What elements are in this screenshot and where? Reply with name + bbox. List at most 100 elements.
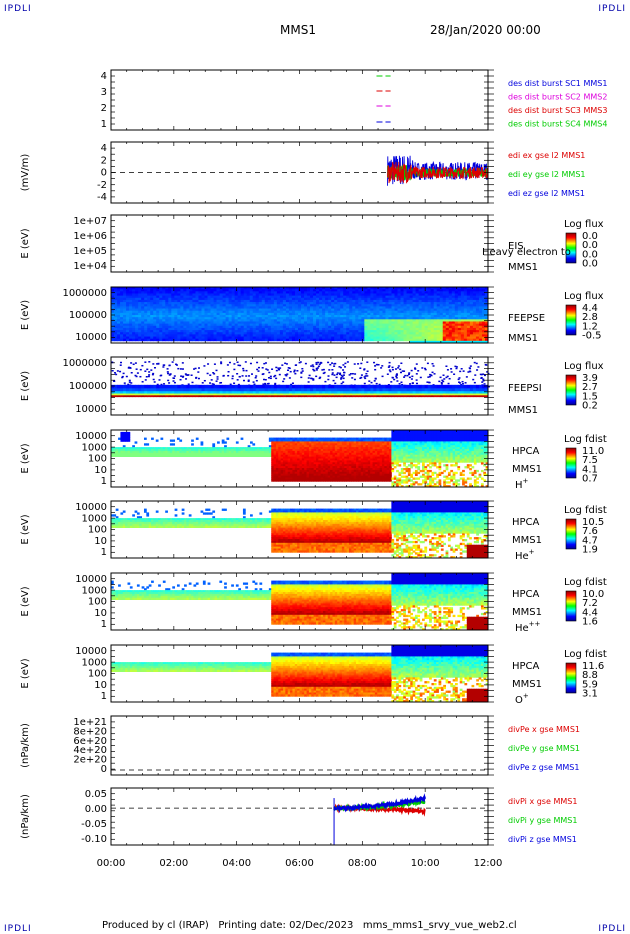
spectrogram-cell (307, 395, 311, 398)
spectrogram-cell (431, 371, 434, 374)
spectrogram-cell (321, 369, 324, 371)
spectrogram-cell (403, 334, 407, 337)
spectrogram-cell (391, 338, 395, 342)
spectrogram-cell (442, 391, 447, 394)
spectrogram-cell (460, 319, 465, 322)
spectrogram-cell (249, 338, 254, 342)
spectrogram-cell (216, 334, 220, 337)
spectrogram-cell (195, 388, 199, 392)
colorbar-tick-label: 0.2 (582, 401, 598, 412)
spectrogram-cell (332, 379, 335, 382)
spectrogram-cell (481, 306, 486, 309)
spectrogram-cell (113, 450, 117, 454)
spectrogram-cell (469, 295, 474, 299)
spectrogram-cell (127, 367, 130, 369)
spectrogram-cell (307, 317, 311, 320)
spectrogram-cell (247, 379, 250, 382)
spectrogram-cell (120, 302, 124, 305)
spectrogram-cell (135, 308, 139, 312)
spectrogram-cell (189, 388, 193, 392)
spectrogram-cell (134, 450, 138, 454)
spectrogram-cell (267, 295, 272, 299)
spectrogram-cell (174, 299, 178, 303)
spectrogram-cell (466, 325, 471, 329)
spectrogram-cell (427, 327, 432, 331)
spectrogram-cell (368, 380, 371, 382)
spectrogram-cell (466, 330, 471, 333)
spectrogram-cell (460, 306, 465, 309)
spectrogram-cell (261, 391, 266, 394)
spectrogram-cell (240, 330, 245, 333)
spectrogram-cell (138, 391, 142, 394)
spectrogram-cell (412, 315, 417, 318)
spectrogram-cell (454, 336, 459, 340)
spectrogram-cell (328, 295, 332, 299)
spectrogram-cell (442, 287, 447, 290)
spectrogram-cell (388, 388, 392, 392)
spectrogram-cell (307, 319, 311, 322)
spectrogram-cell (115, 450, 119, 454)
spectrogram-cell (322, 310, 326, 314)
spectrogram-cell (397, 332, 401, 335)
spectrogram-cell (313, 299, 317, 303)
spectrogram-cell (231, 375, 234, 377)
spectrogram-cell (195, 452, 199, 456)
spectrogram-cell (279, 302, 284, 305)
spectrogram-cell (261, 334, 266, 337)
spectrogram-cell (153, 291, 157, 294)
spectrogram-cell (469, 391, 474, 394)
spectrogram-cell (147, 317, 151, 320)
spectrogram-cell (442, 308, 447, 312)
spectrogram-cell (270, 393, 275, 396)
spectrogram-cell (442, 312, 447, 316)
spectrogram-cell (262, 383, 265, 385)
spectrogram-cell (430, 325, 435, 329)
spectrogram-cell (421, 340, 426, 344)
spectrogram-cell (370, 384, 374, 389)
spectrogram-cell (367, 319, 371, 322)
spectrogram-cell (132, 395, 136, 398)
spectrogram-cell (189, 323, 193, 327)
spectrogram-cell (162, 310, 166, 314)
spectrogram-cell (399, 368, 402, 371)
spectrogram-cell (176, 452, 180, 456)
spectrogram-cell (201, 297, 205, 301)
spectrogram-cell (228, 336, 233, 340)
spectrogram-cell (451, 299, 456, 303)
spectrogram-cell (111, 317, 115, 320)
spectrogram-cell (349, 321, 353, 325)
spectrogram-cell (190, 374, 193, 376)
spectrogram-cell (288, 293, 293, 297)
spectrogram-cell (207, 317, 211, 320)
spectrogram-cell (391, 315, 395, 318)
spectrogram-cell (288, 299, 293, 303)
spectrogram-cell (291, 306, 296, 309)
spectrogram-cell (114, 327, 118, 331)
spectrogram-cell (285, 297, 290, 301)
spectrogram-cell (162, 289, 166, 292)
spectrogram-cell (120, 306, 124, 309)
spectrogram-cell (273, 315, 278, 318)
spectrogram-cell (322, 315, 326, 318)
spectrogram-cell (430, 287, 435, 290)
spectrogram-cell (301, 299, 305, 303)
spectrogram-cell (291, 310, 296, 314)
spectrogram-cell (382, 395, 386, 398)
spectrogram-cell (294, 334, 299, 337)
spectrogram-cell (122, 433, 126, 437)
spectrogram-cell (220, 362, 223, 365)
spectrogram-cell (153, 388, 157, 392)
spectrogram-cell (174, 384, 178, 389)
spectrogram-cell (481, 334, 486, 337)
spectrogram-cell (252, 312, 257, 316)
spectrogram-cell (169, 450, 173, 454)
spectrogram-cell (297, 312, 302, 316)
spectrogram-cell (307, 293, 311, 297)
spectrogram-cell (147, 384, 151, 389)
spectrogram-cell (379, 388, 383, 392)
spectrogram-cell (258, 317, 263, 320)
spectrogram-cell (162, 291, 166, 294)
spectrogram-cell (132, 306, 136, 309)
y-axis-label: E (eV) (20, 228, 31, 258)
spectrogram-cell (412, 302, 417, 305)
